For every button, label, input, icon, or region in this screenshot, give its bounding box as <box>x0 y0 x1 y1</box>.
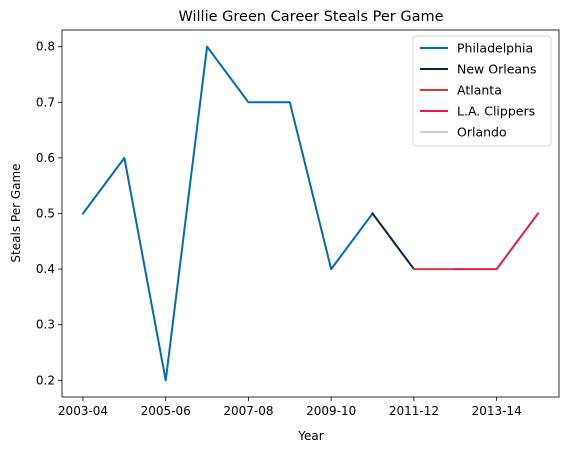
legend-box <box>412 35 552 147</box>
plot-lines <box>81 45 540 382</box>
y-axis-label: Steals Per Game <box>9 163 23 262</box>
legend-label: New Orleans <box>457 62 536 77</box>
legend: Philadelphia New Orleans Atlanta L.A. Clipp… <box>412 35 552 147</box>
series-line-1 <box>371 212 416 271</box>
legend-label: Atlanta <box>457 83 502 98</box>
x-tick-label: 2009-10 <box>306 404 356 418</box>
legend-label: Philadelphia <box>457 41 533 56</box>
series-line-3 <box>454 212 540 271</box>
x-tick-label: 2005-06 <box>141 404 191 418</box>
y-tick-label: 0.4 <box>36 262 55 276</box>
x-tick-label: 2011-12 <box>389 404 439 418</box>
y-tick-label: 0.7 <box>36 95 55 109</box>
x-axis-label: Year <box>297 429 323 443</box>
y-tick-label: 0.5 <box>36 207 55 221</box>
x-axis-ticks: 2003-04 2005-06 2007-08 2009-10 2011-12 2013-… <box>58 397 522 418</box>
chart-title: Willie Green Career Steals Per Game <box>178 9 443 25</box>
y-tick-label: 0.6 <box>36 151 55 165</box>
x-tick-label: 2007-08 <box>223 404 273 418</box>
legend-label: L.A. Clippers <box>457 104 535 119</box>
y-tick-label: 0.8 <box>36 40 55 54</box>
series-line-0 <box>81 45 374 382</box>
y-tick-label: 0.2 <box>36 373 55 387</box>
x-tick-label: 2003-04 <box>58 404 108 418</box>
x-tick-label: 2013-14 <box>472 404 522 418</box>
legend-label: Orlando <box>457 125 507 140</box>
y-tick-label: 0.3 <box>36 318 55 332</box>
y-axis-ticks: 0.2 0.3 0.4 0.5 0.6 0.7 0.8 <box>36 40 62 387</box>
